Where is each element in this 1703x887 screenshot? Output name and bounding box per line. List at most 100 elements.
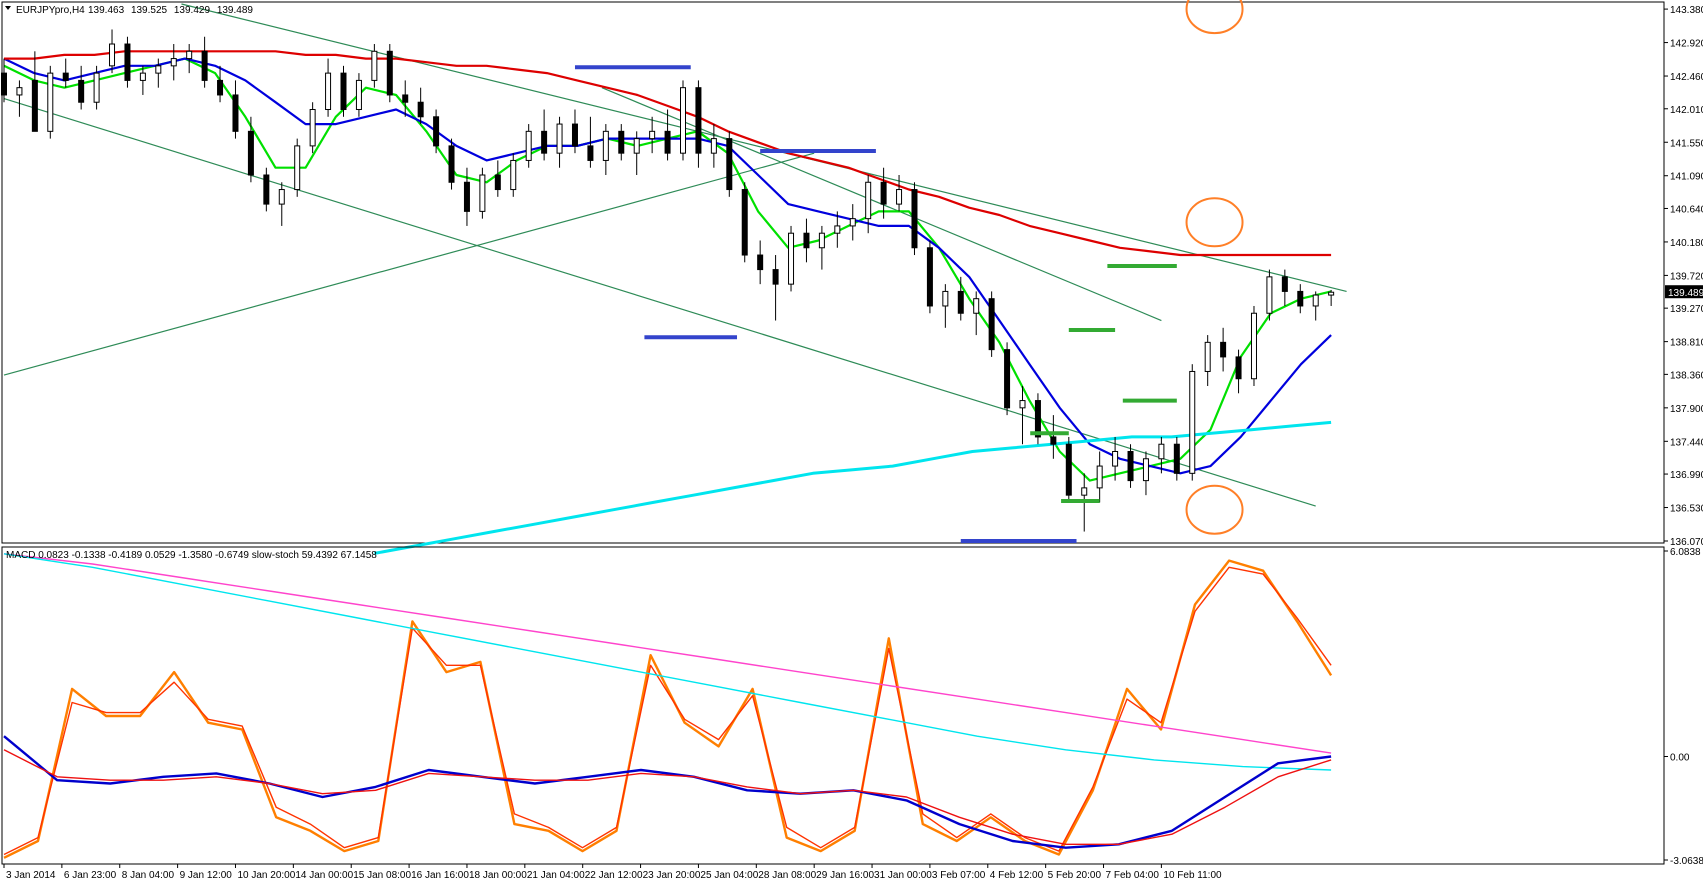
candle-body-18	[279, 190, 284, 205]
time-tick-label-2: 8 Jan 04:00	[122, 870, 175, 881]
candle-body-77	[1190, 371, 1195, 473]
price-tick-label-8: 139.720	[1670, 271, 1703, 282]
candle-body-80	[1236, 357, 1241, 379]
candle-body-24	[372, 51, 377, 80]
candle-body-21	[326, 73, 331, 109]
candle-body-0	[2, 73, 7, 95]
candle-body-68	[1051, 437, 1056, 444]
time-tick-label-13: 28 Jan 08:00	[758, 870, 816, 881]
candle-body-35	[542, 131, 547, 153]
candle-body-42	[650, 131, 655, 138]
candle-body-76	[1174, 444, 1179, 473]
candle-body-8	[125, 44, 130, 80]
price-tick-label-3: 142.010	[1670, 105, 1703, 116]
ohlc-high: 139.525	[131, 5, 168, 16]
candle-body-53	[819, 233, 824, 248]
candle-body-36	[557, 124, 562, 153]
candle-body-33	[511, 160, 516, 189]
candle-body-47	[727, 139, 732, 190]
candle-body-62	[958, 291, 963, 313]
last-price-label: 139.489	[1668, 288, 1703, 299]
ohlc-low: 139.429	[174, 5, 211, 16]
candle-body-39	[603, 131, 608, 160]
candle-body-84	[1298, 291, 1303, 306]
candle-body-29	[449, 146, 454, 182]
time-tick-label-12: 25 Jan 04:00	[700, 870, 758, 881]
symbol-header: EURJPYpro,H4	[16, 5, 85, 16]
candle-body-59	[912, 190, 917, 248]
candle-body-17	[264, 175, 269, 204]
candle-body-30	[464, 182, 469, 211]
candle-body-34	[526, 131, 531, 160]
candle-body-2	[32, 80, 37, 131]
candle-body-73	[1128, 452, 1133, 481]
candle-body-60	[927, 248, 932, 306]
candle-body-79	[1221, 342, 1226, 357]
candle-body-64	[989, 299, 994, 350]
price-tick-label-0: 143.380	[1670, 5, 1703, 16]
time-tick-label-8: 18 Jan 00:00	[469, 870, 527, 881]
time-tick-label-6: 15 Jan 08:00	[353, 870, 411, 881]
candle-body-41	[634, 139, 639, 154]
ohlc-open: 139.463	[88, 5, 125, 16]
time-tick-label-16: 3 Feb 07:00	[932, 870, 986, 881]
candle-body-40	[619, 131, 624, 153]
price-tick-label-11: 138.360	[1670, 370, 1703, 381]
candle-body-66	[1020, 401, 1025, 408]
candle-body-71	[1097, 466, 1102, 488]
candle-body-58	[897, 190, 902, 205]
candle-body-23	[356, 80, 361, 109]
candle-body-65	[1005, 350, 1010, 408]
candle-body-83	[1282, 277, 1287, 292]
time-tick-label-15: 31 Jan 00:00	[874, 870, 932, 881]
price-tick-label-1: 142.920	[1670, 39, 1703, 50]
indicator-header: MACD 0.0823 -0.1338 -0.4189 0.0529 -1.35…	[6, 550, 377, 561]
candle-body-31	[480, 175, 485, 211]
time-tick-label-18: 5 Feb 20:00	[1048, 870, 1102, 881]
candle-body-57	[881, 182, 886, 204]
candle-body-55	[850, 219, 855, 226]
time-tick-label-11: 23 Jan 20:00	[643, 870, 701, 881]
price-tick-label-9: 139.270	[1670, 304, 1703, 315]
candle-body-5	[79, 80, 84, 102]
candle-body-51	[789, 233, 794, 284]
candle-body-6	[94, 73, 99, 102]
candle-body-69	[1066, 444, 1071, 495]
time-tick-label-17: 4 Feb 12:00	[990, 870, 1044, 881]
candle-body-48	[742, 190, 747, 255]
candle-body-14	[218, 80, 223, 95]
candle-body-82	[1267, 277, 1272, 313]
candle-body-9	[140, 73, 145, 80]
time-tick-label-20: 10 Feb 11:00	[1163, 870, 1222, 881]
candle-body-26	[403, 95, 408, 102]
indicator-tick-label-2: -3.0638	[1670, 856, 1703, 867]
candle-body-63	[974, 299, 979, 314]
candle-body-45	[696, 88, 701, 153]
time-tick-label-7: 16 Jan 16:00	[411, 870, 469, 881]
candle-body-86	[1329, 292, 1334, 295]
candle-body-10	[156, 66, 161, 73]
candle-body-7	[110, 44, 115, 66]
price-tick-label-7: 140.180	[1670, 238, 1703, 249]
time-tick-label-4: 10 Jan 20:00	[237, 870, 295, 881]
candle-body-56	[866, 182, 871, 218]
candle-body-22	[341, 73, 346, 109]
candle-body-54	[835, 226, 840, 233]
time-tick-label-9: 21 Jan 04:00	[527, 870, 585, 881]
time-tick-label-3: 9 Jan 12:00	[180, 870, 233, 881]
candle-body-61	[943, 291, 948, 306]
candle-body-44	[681, 88, 686, 153]
candle-body-4	[63, 73, 68, 80]
candle-body-12	[187, 51, 192, 58]
candle-body-70	[1082, 488, 1087, 495]
candle-body-85	[1313, 295, 1318, 306]
candle-body-49	[758, 255, 763, 270]
candle-body-32	[495, 175, 500, 190]
candle-body-11	[171, 59, 176, 66]
price-tick-label-14: 136.990	[1670, 470, 1703, 481]
time-tick-label-14: 29 Jan 16:00	[816, 870, 874, 881]
time-tick-label-0: 3 Jan 2014	[6, 870, 56, 881]
candle-body-27	[418, 102, 423, 117]
